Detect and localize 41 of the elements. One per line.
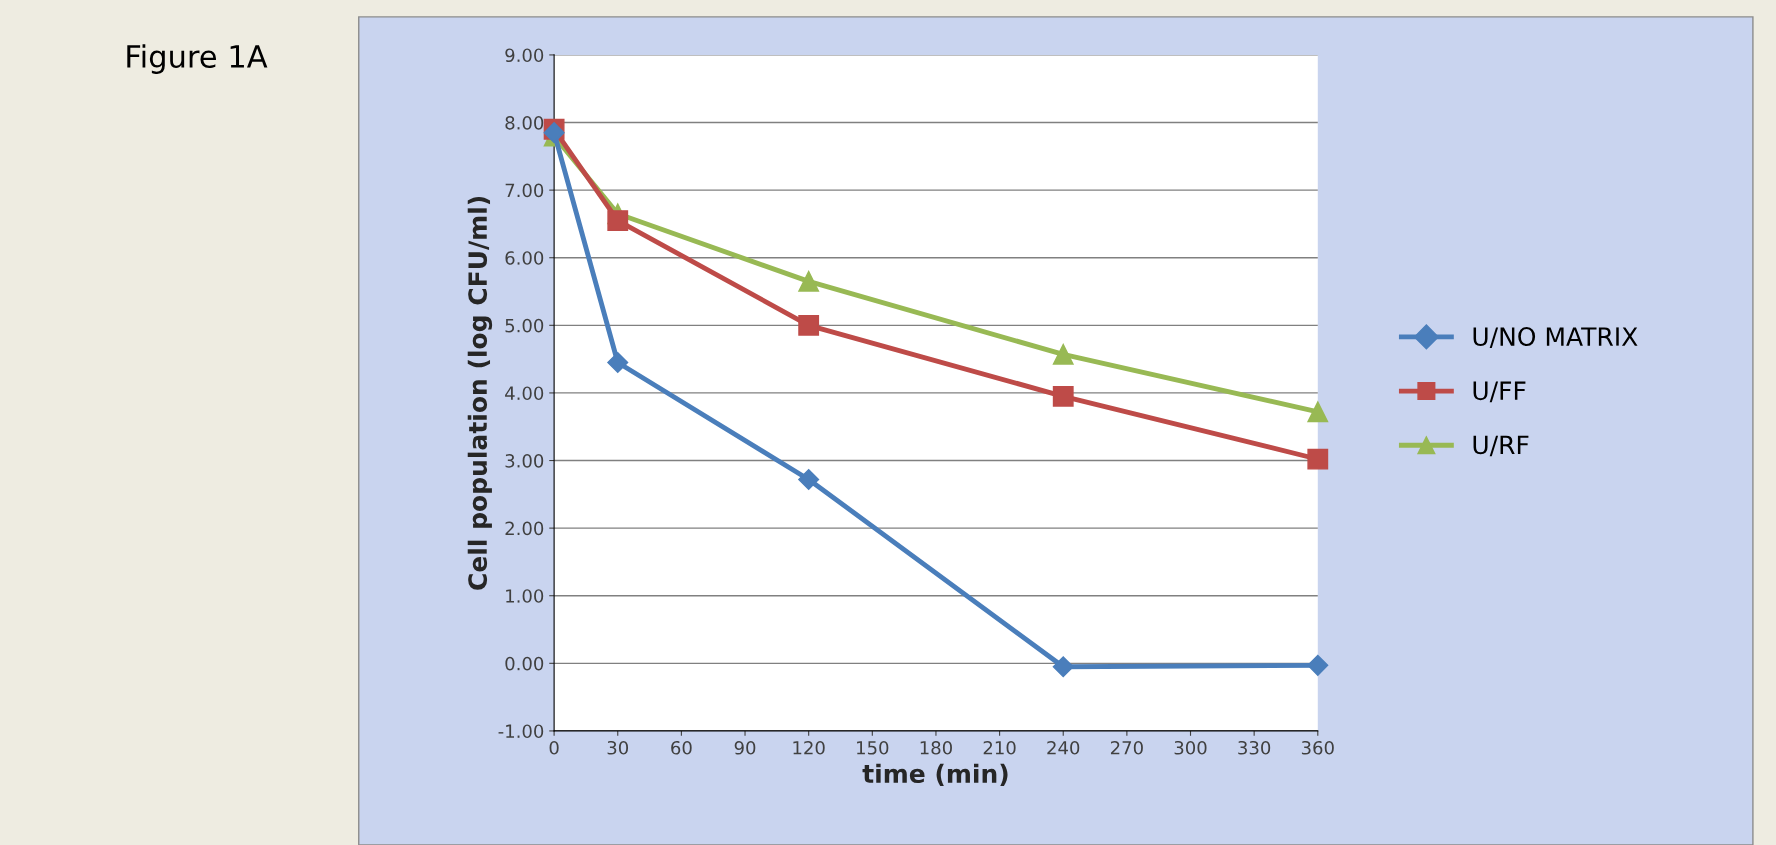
point bbox=[1052, 385, 1074, 407]
point bbox=[798, 468, 820, 490]
x-tick-label: 240 bbox=[1047, 740, 1080, 755]
x-tick-label: 300 bbox=[1174, 740, 1207, 755]
legend-label: U/RF bbox=[1473, 435, 1529, 457]
y-tick-label: 3.00 bbox=[505, 453, 544, 468]
x-tick-label: 120 bbox=[793, 740, 825, 755]
point bbox=[1052, 656, 1074, 678]
y-tick-label: 9.00 bbox=[505, 48, 544, 63]
x-axis-title: time (min) bbox=[862, 763, 1008, 786]
x-tick-label: 360 bbox=[1301, 740, 1334, 755]
y-tick-label: 4.00 bbox=[505, 386, 544, 401]
point bbox=[1307, 654, 1329, 676]
x-tick-label: 150 bbox=[857, 740, 889, 755]
x-tick-label: 30 bbox=[607, 740, 629, 755]
point bbox=[1307, 401, 1329, 423]
x-tick-label: 90 bbox=[734, 740, 756, 755]
x-tick-label: 180 bbox=[920, 740, 952, 755]
x-tick-label: 270 bbox=[1110, 740, 1143, 755]
y-tick-label: 0.00 bbox=[505, 656, 544, 671]
y-tick-label: 7.00 bbox=[505, 183, 544, 198]
point bbox=[798, 314, 820, 336]
y-tick-label: 6.00 bbox=[505, 251, 544, 265]
x-tick-label: 330 bbox=[1238, 740, 1271, 755]
legend-label: U/FF bbox=[1473, 381, 1526, 403]
point bbox=[1052, 343, 1074, 365]
point bbox=[607, 210, 629, 231]
y-tick-label: 2.00 bbox=[505, 521, 544, 536]
x-tick-label: 210 bbox=[983, 740, 1016, 755]
y-axis-title: Cell population (log CFU/ml) bbox=[467, 196, 493, 590]
y-tick-label: -1.00 bbox=[498, 724, 544, 739]
point bbox=[1307, 448, 1329, 470]
legend-label: U/NO MATRIX bbox=[1473, 327, 1638, 348]
x-tick-label: 0 bbox=[549, 740, 559, 755]
point bbox=[798, 270, 820, 292]
y-tick-label: 1.00 bbox=[506, 589, 544, 603]
point bbox=[607, 351, 629, 374]
y-tick-label: 8.00 bbox=[505, 115, 544, 130]
x-tick-label: 60 bbox=[671, 740, 692, 755]
y-tick-label: 5.00 bbox=[505, 318, 544, 333]
caption: Figure 1A bbox=[127, 44, 268, 74]
